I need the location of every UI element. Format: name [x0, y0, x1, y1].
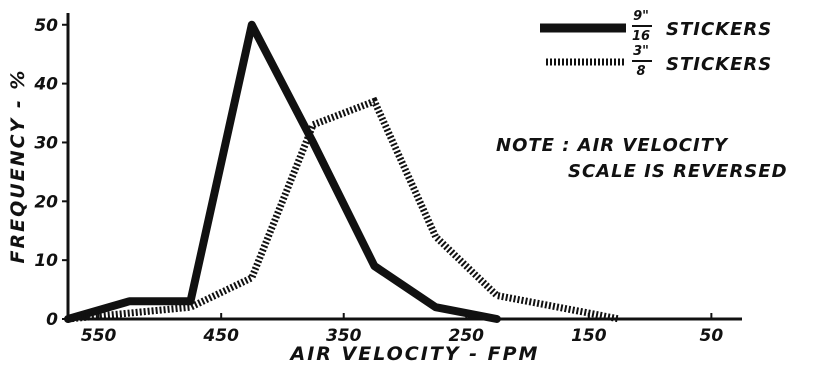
y-axis: 0 10 20 30 40 50: [33, 13, 70, 330]
x-tick-label: 150: [571, 326, 607, 346]
x-ticks: 550 450 350 250 150 50: [81, 313, 723, 346]
note-annotation: NOTE : AIR VELOCITY SCALE IS REVERSED: [496, 135, 788, 182]
x-tick-label: 450: [202, 326, 239, 346]
y-tick-label: 20: [34, 192, 58, 212]
legend: 9" 16 STICKERS 3" 8 STICKERS: [540, 9, 772, 79]
x-axis-title: AIR VELOCITY - FPM: [289, 343, 540, 365]
note-line-1: NOTE : AIR VELOCITY: [496, 135, 729, 156]
series-line-3-8-stickers: [67, 96, 621, 323]
x-tick-label: 50: [700, 326, 724, 346]
legend-label-3-8: STICKERS: [666, 54, 772, 75]
y-tick-label: 0: [46, 310, 58, 330]
note-line-2: SCALE IS REVERSED: [568, 161, 788, 182]
x-tick-label: 550: [81, 326, 117, 346]
legend-item-9-16: 9" 16 STICKERS: [540, 9, 772, 44]
x-axis: 550 450 350 250 150 50: [68, 313, 742, 346]
y-tick-label: 10: [34, 251, 58, 271]
y-tick-label: 50: [34, 16, 58, 36]
x-tick-label: 250: [449, 326, 485, 346]
x-tick-label: 350: [326, 326, 362, 346]
series-line-9-16-stickers: [64, 20, 501, 323]
y-ticks: 0 10 20 30 40 50: [33, 16, 68, 330]
legend-fraction-denominator: 8: [636, 64, 645, 79]
legend-item-3-8: 3" 8 STICKERS: [546, 44, 772, 79]
y-tick-label: 30: [34, 133, 58, 153]
legend-fraction-denominator: 16: [632, 29, 650, 44]
y-axis-title: FREQUENCY - %: [7, 69, 29, 264]
legend-fraction-numerator: 9": [633, 9, 649, 24]
legend-label-9-16: STICKERS: [666, 19, 772, 40]
legend-fraction-numerator: 3": [633, 44, 649, 59]
y-tick-label: 40: [33, 75, 58, 95]
